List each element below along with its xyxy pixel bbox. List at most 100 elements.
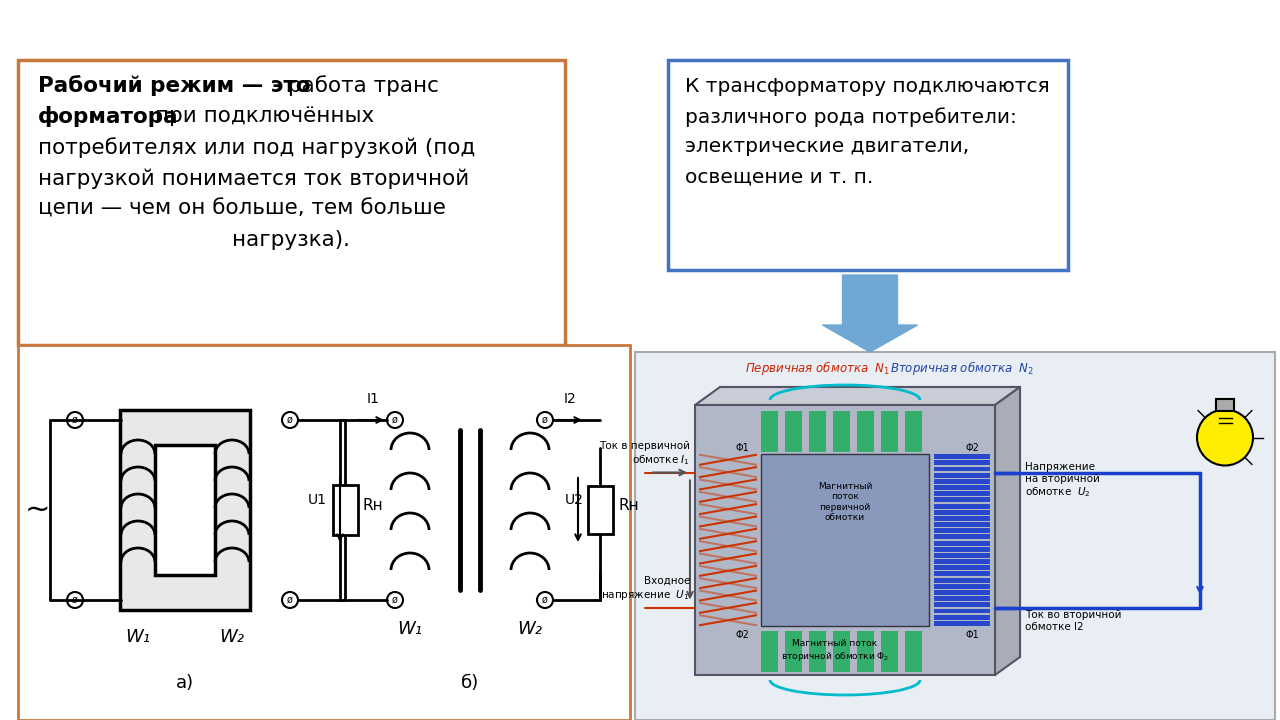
Bar: [934, 608, 989, 613]
Text: I1: I1: [366, 392, 379, 406]
Text: U2: U2: [564, 493, 584, 507]
Text: W₁: W₁: [398, 620, 422, 638]
Polygon shape: [995, 387, 1020, 675]
Bar: [18, 345, 630, 720]
Text: различного рода потребители:: различного рода потребители:: [685, 107, 1016, 127]
Text: ø: ø: [541, 415, 548, 425]
Bar: [934, 584, 989, 589]
Text: ø: ø: [72, 415, 78, 425]
Text: Магнитный поток
вторичной обмотки $\Phi_2$: Магнитный поток вторичной обмотки $\Phi_…: [781, 639, 890, 663]
Bar: [934, 572, 989, 577]
Bar: [934, 615, 989, 620]
Text: электрические двигатели,: электрические двигатели,: [685, 137, 969, 156]
Bar: [668, 60, 1068, 270]
Circle shape: [1197, 410, 1253, 466]
Bar: [881, 411, 897, 451]
Text: ø: ø: [392, 595, 398, 605]
Text: нагрузка).: нагрузка).: [232, 230, 349, 250]
Text: К трансформатору подключаются: К трансформатору подключаются: [685, 77, 1050, 96]
Text: ø: ø: [392, 415, 398, 425]
Bar: [858, 631, 874, 672]
Text: форматора: форматора: [38, 106, 179, 127]
Text: Входное
напряжение  $U_1$: Входное напряжение $U_1$: [602, 575, 690, 602]
Bar: [934, 541, 989, 546]
Bar: [934, 577, 989, 582]
Bar: [934, 510, 989, 515]
Bar: [934, 516, 989, 521]
Bar: [934, 590, 989, 595]
Bar: [785, 411, 801, 451]
Text: Магнитный
поток
первичной
обмотки: Магнитный поток первичной обмотки: [818, 482, 872, 522]
Text: Ток в первичной
обмотке $I_1$: Ток в первичной обмотке $I_1$: [599, 441, 690, 467]
Bar: [934, 460, 989, 465]
Bar: [934, 454, 989, 459]
Text: Φ2: Φ2: [735, 631, 749, 640]
Bar: [762, 411, 778, 451]
Text: U1: U1: [308, 493, 326, 507]
Bar: [120, 410, 250, 610]
Bar: [934, 546, 989, 552]
Bar: [809, 631, 826, 672]
Text: W₂: W₂: [517, 620, 543, 638]
Bar: [905, 631, 922, 672]
Text: нагрузкой понимается ток вторичной: нагрузкой понимается ток вторичной: [38, 168, 470, 189]
Text: ø: ø: [287, 415, 293, 425]
Bar: [934, 565, 989, 570]
Text: а): а): [175, 674, 195, 692]
Bar: [934, 559, 989, 564]
Polygon shape: [823, 275, 918, 352]
Bar: [934, 621, 989, 626]
Bar: [934, 479, 989, 484]
Text: ø: ø: [541, 595, 548, 605]
Bar: [934, 522, 989, 527]
Bar: [934, 485, 989, 490]
Text: Рабочий режим — это: Рабочий режим — это: [38, 75, 311, 96]
Bar: [934, 491, 989, 496]
Text: ~: ~: [24, 495, 50, 524]
Text: ø: ø: [72, 595, 78, 605]
Text: при подключённых: при подключённых: [148, 106, 374, 126]
Bar: [333, 485, 358, 535]
Text: Rн: Rн: [618, 498, 639, 513]
Bar: [809, 411, 826, 451]
Polygon shape: [695, 387, 1020, 405]
Text: Вторичная обмотка  $N_2$: Вторичная обмотка $N_2$: [890, 359, 1034, 377]
Bar: [881, 631, 897, 672]
Text: работа транс: работа транс: [282, 75, 439, 96]
Bar: [934, 596, 989, 601]
Text: I2: I2: [563, 392, 576, 406]
Text: W₁: W₁: [125, 628, 151, 646]
Bar: [1216, 398, 1234, 410]
Bar: [905, 411, 922, 451]
Text: Φ1: Φ1: [965, 631, 979, 640]
Text: Напряжение
на вторичной
обмотке  $U_2$: Напряжение на вторичной обмотке $U_2$: [1025, 462, 1100, 499]
Bar: [934, 553, 989, 558]
Text: освещение и т. п.: освещение и т. п.: [685, 167, 873, 186]
Bar: [155, 445, 215, 575]
Bar: [934, 498, 989, 503]
Bar: [635, 352, 1275, 720]
Text: цепи — чем он больше, тем больше: цепи — чем он больше, тем больше: [38, 199, 445, 219]
Bar: [833, 631, 850, 672]
Text: б): б): [461, 674, 479, 692]
Bar: [833, 411, 850, 451]
Bar: [934, 534, 989, 539]
Text: Rн: Rн: [364, 498, 384, 513]
Bar: [719, 387, 1020, 657]
Bar: [588, 486, 613, 534]
Text: Первичная обмотка  $N_1$: Первичная обмотка $N_1$: [745, 359, 890, 377]
Bar: [18, 60, 564, 345]
Bar: [762, 454, 929, 626]
Bar: [858, 411, 874, 451]
Text: W₂: W₂: [219, 628, 244, 646]
Text: Φ2: Φ2: [965, 443, 979, 453]
Text: ø: ø: [287, 595, 293, 605]
Bar: [934, 528, 989, 534]
Bar: [695, 405, 995, 675]
Text: Φ1: Φ1: [735, 443, 749, 453]
Bar: [785, 631, 801, 672]
Bar: [934, 467, 989, 472]
Bar: [934, 473, 989, 477]
Text: потребителях или под нагрузкой (под: потребителях или под нагрузкой (под: [38, 137, 475, 158]
Bar: [786, 436, 954, 608]
